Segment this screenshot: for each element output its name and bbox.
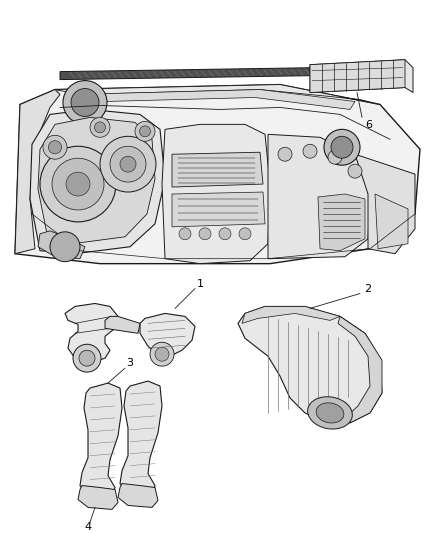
Polygon shape <box>118 483 158 507</box>
Circle shape <box>49 141 62 154</box>
Polygon shape <box>105 317 140 333</box>
Circle shape <box>66 172 90 196</box>
Circle shape <box>135 122 155 141</box>
Circle shape <box>90 117 110 138</box>
Polygon shape <box>268 134 370 259</box>
Polygon shape <box>38 117 155 243</box>
Ellipse shape <box>316 403 344 423</box>
Circle shape <box>95 122 106 133</box>
Polygon shape <box>38 231 85 259</box>
Circle shape <box>63 80 107 124</box>
Circle shape <box>219 228 231 240</box>
Polygon shape <box>15 90 60 254</box>
Circle shape <box>155 347 169 361</box>
Polygon shape <box>65 303 118 363</box>
Polygon shape <box>162 124 270 264</box>
Circle shape <box>73 344 101 372</box>
Circle shape <box>331 136 353 158</box>
Polygon shape <box>318 194 365 251</box>
Polygon shape <box>238 306 382 423</box>
Polygon shape <box>120 381 162 496</box>
Circle shape <box>52 158 104 210</box>
Circle shape <box>40 146 116 222</box>
Polygon shape <box>172 192 265 227</box>
Polygon shape <box>172 152 263 187</box>
Ellipse shape <box>307 397 352 429</box>
Text: 2: 2 <box>364 284 371 294</box>
Circle shape <box>179 228 191 240</box>
Circle shape <box>120 156 136 172</box>
Circle shape <box>348 164 362 178</box>
Polygon shape <box>80 383 122 497</box>
Circle shape <box>100 136 156 192</box>
Circle shape <box>71 88 99 116</box>
Polygon shape <box>242 306 340 324</box>
Circle shape <box>43 135 67 159</box>
Text: 1: 1 <box>197 279 204 288</box>
Circle shape <box>239 228 251 240</box>
Circle shape <box>150 342 174 366</box>
Text: 4: 4 <box>85 522 92 532</box>
Circle shape <box>278 147 292 161</box>
Circle shape <box>110 146 146 182</box>
Polygon shape <box>338 317 382 423</box>
Polygon shape <box>55 85 380 104</box>
Circle shape <box>328 150 342 164</box>
Polygon shape <box>355 154 415 254</box>
Text: 3: 3 <box>127 358 134 368</box>
Circle shape <box>79 350 95 366</box>
Polygon shape <box>68 90 355 109</box>
Polygon shape <box>60 68 315 79</box>
Circle shape <box>139 126 151 137</box>
Circle shape <box>303 144 317 158</box>
Polygon shape <box>30 109 165 254</box>
Circle shape <box>50 232 80 262</box>
Circle shape <box>324 130 360 165</box>
Polygon shape <box>140 313 195 356</box>
Polygon shape <box>15 85 420 264</box>
Polygon shape <box>78 486 118 510</box>
Polygon shape <box>375 194 408 249</box>
Circle shape <box>199 228 211 240</box>
Polygon shape <box>310 60 405 93</box>
Polygon shape <box>310 60 413 93</box>
Text: 6: 6 <box>365 120 372 131</box>
